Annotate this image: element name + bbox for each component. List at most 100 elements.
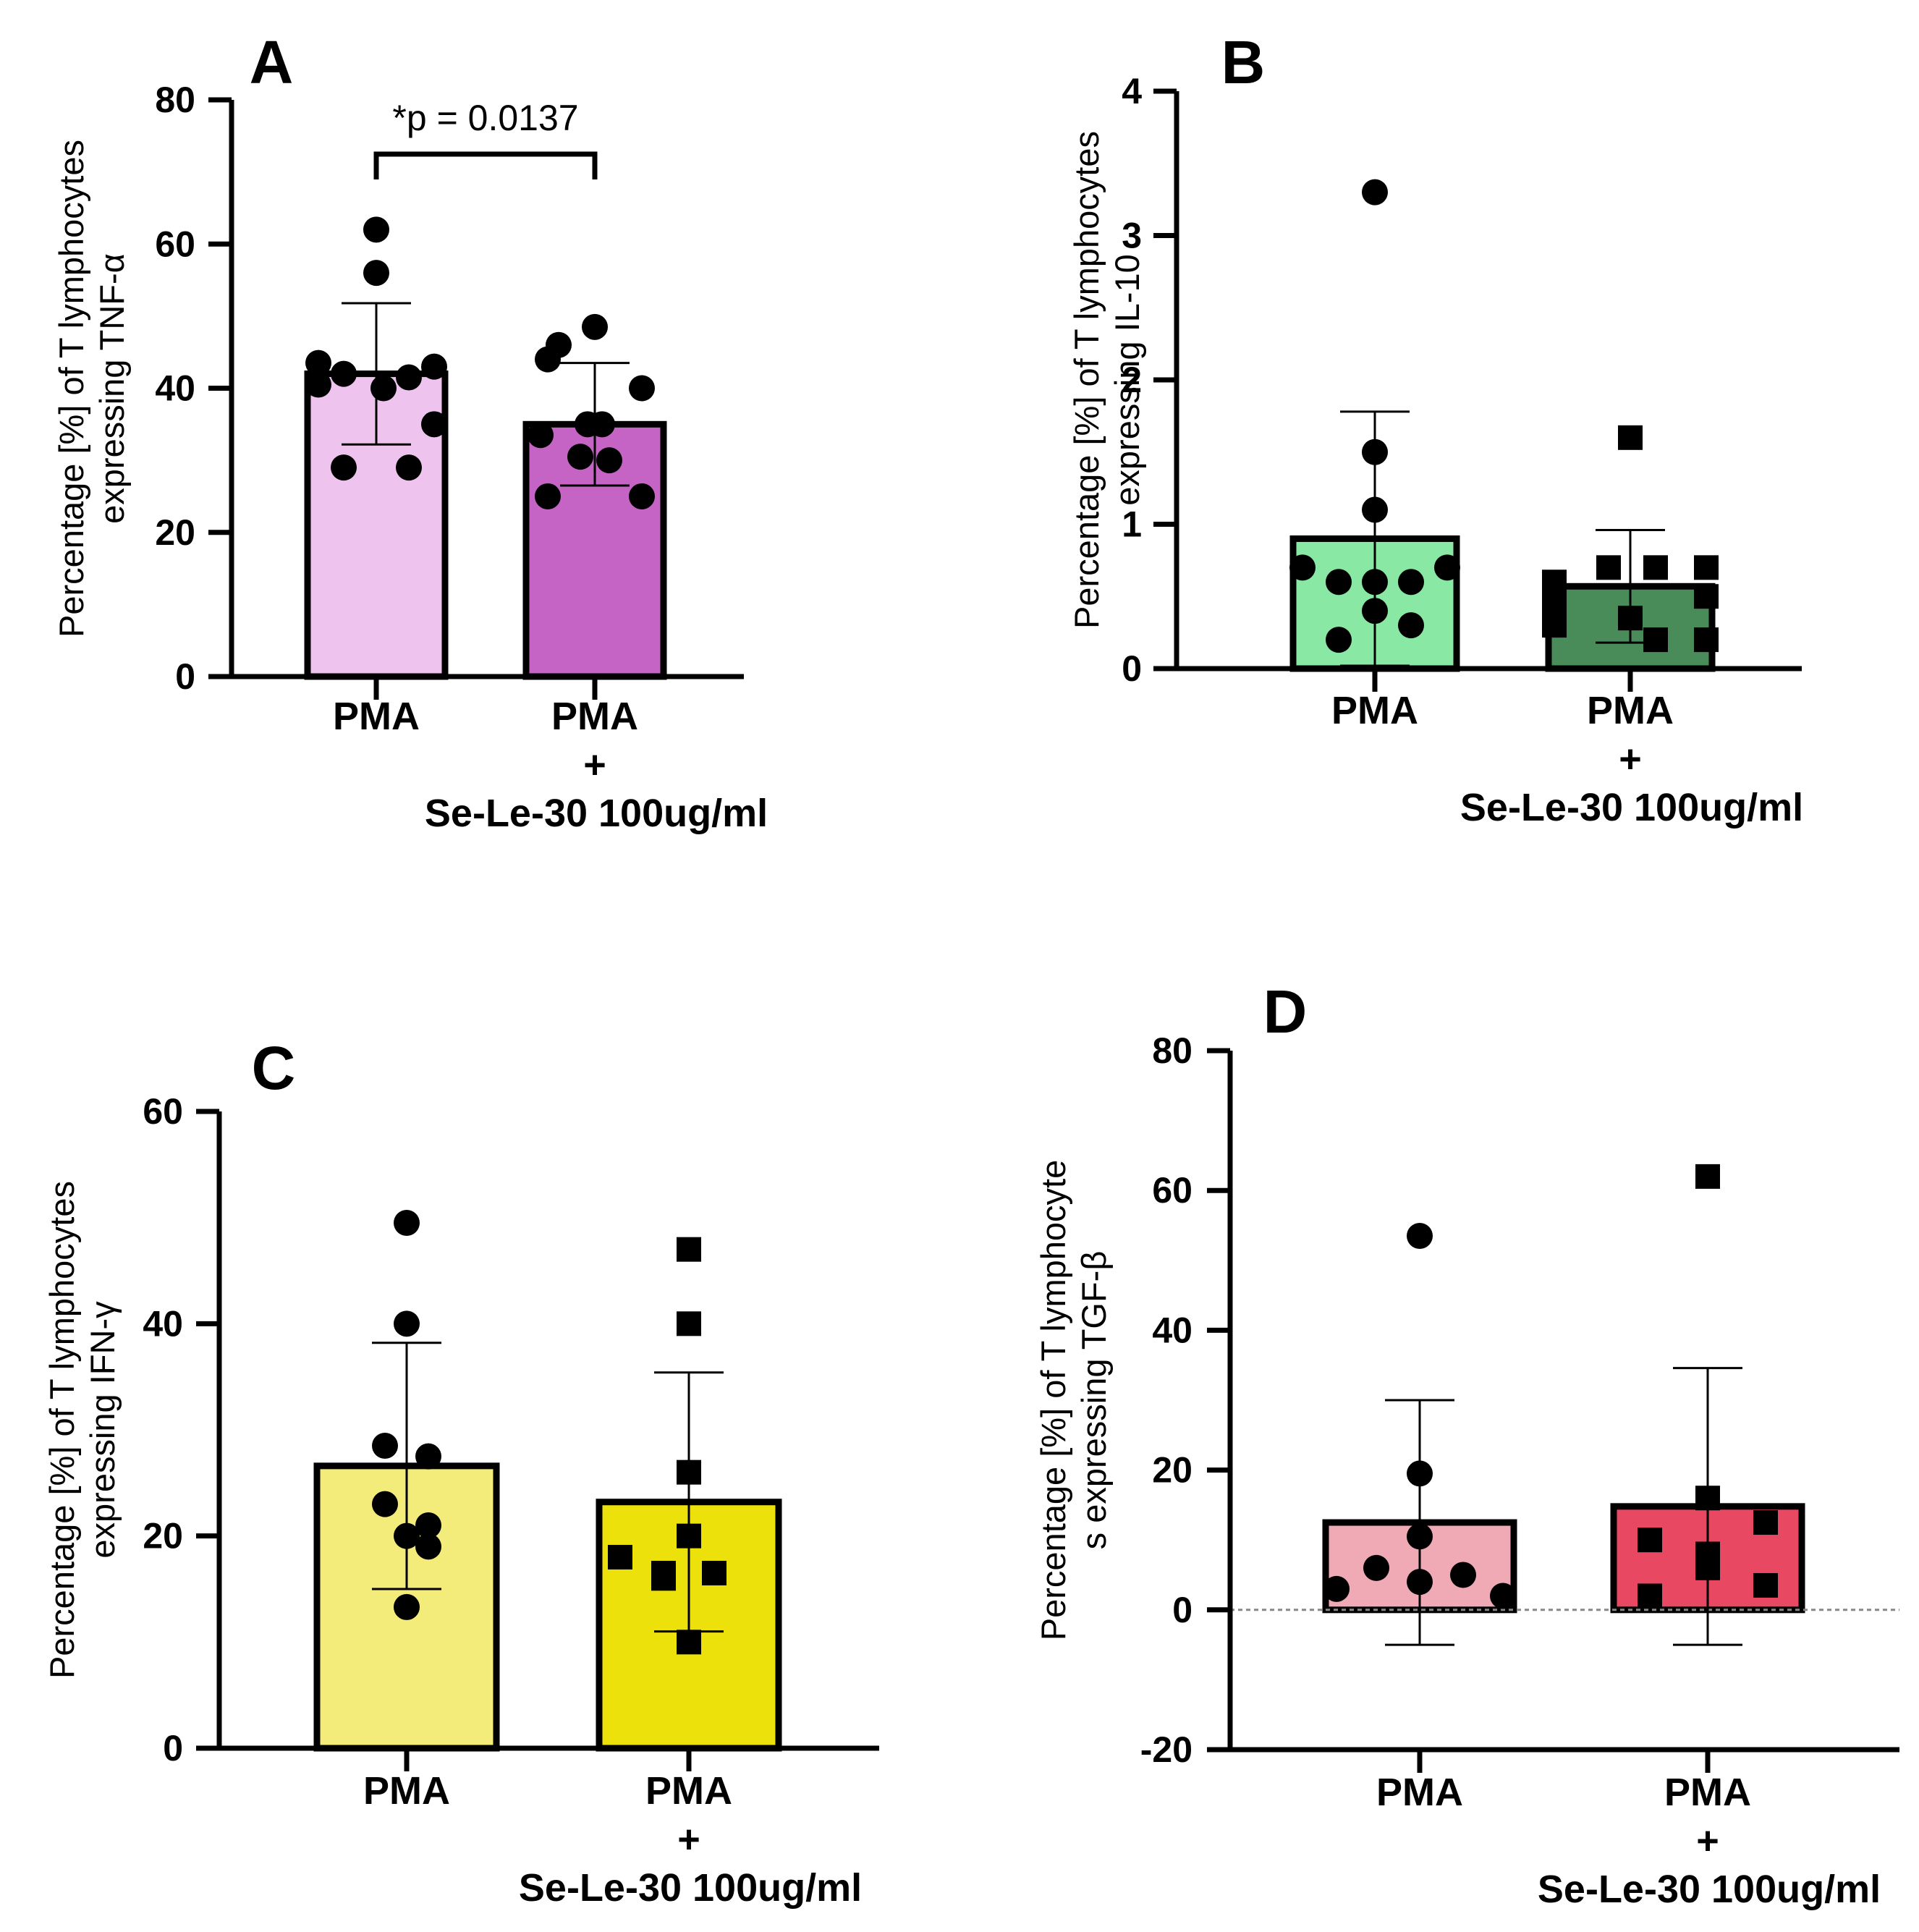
data-point — [608, 1545, 632, 1569]
data-point — [589, 411, 615, 438]
data-point — [1596, 555, 1621, 580]
panel-C: C Percentage [%] of T lymphocytesexpressi… — [43, 1034, 879, 1910]
data-point — [1434, 554, 1460, 581]
data-point — [1694, 584, 1719, 609]
data-point — [1407, 1523, 1433, 1550]
y-axis-title-line: Percentage [%] of T lymphocytes — [1067, 131, 1106, 629]
y-tick-label: 60 — [1152, 1170, 1193, 1211]
y-tick-label: 4 — [1122, 71, 1142, 111]
data-point — [1753, 1572, 1778, 1598]
data-point — [629, 483, 655, 509]
data-point — [1362, 438, 1388, 465]
y-axis-title-line: expressing IFN-γ — [83, 1301, 122, 1559]
data-point — [1638, 1528, 1662, 1553]
data-point — [396, 364, 422, 391]
y-axis-title-line: Percentage [%] of T lymphocytes — [52, 140, 90, 637]
data-point — [305, 349, 331, 376]
data-point — [1694, 555, 1719, 580]
data-point — [421, 353, 447, 380]
x-tick-label: PMA — [1587, 689, 1674, 732]
data-point — [1289, 554, 1316, 581]
data-point — [415, 1533, 441, 1560]
data-point — [1398, 569, 1424, 596]
y-tick-label: 1 — [1122, 504, 1142, 545]
y-axis-title-line: s expressing TGF-β — [1075, 1251, 1113, 1550]
y-tick-label: 40 — [155, 368, 195, 409]
data-point — [1695, 1555, 1720, 1580]
significance-bracket — [373, 151, 598, 179]
data-point — [1638, 1583, 1662, 1609]
data-point — [363, 260, 389, 287]
x-tick-label: + — [1619, 737, 1642, 781]
data-point — [394, 1522, 420, 1549]
data-point — [415, 1443, 441, 1470]
data-point — [372, 1433, 398, 1459]
data-point — [1323, 1575, 1350, 1602]
y-axis-title: Percentage [%] of T lymphocytesexpressin… — [52, 140, 131, 637]
data-point — [1398, 612, 1424, 639]
data-point — [1753, 1510, 1778, 1535]
data-point — [331, 454, 357, 481]
data-point — [1363, 1554, 1389, 1581]
data-point — [1407, 1460, 1433, 1487]
y-axis-title: Percentage [%] of T lymphocytes expressi… — [1034, 1160, 1113, 1640]
panel-letter: A — [250, 28, 294, 96]
data-point — [396, 454, 422, 481]
data-point — [394, 1210, 420, 1236]
y-axis-title-line: Percentage [%] of T lymphocytes — [43, 1181, 81, 1679]
data-point — [1695, 1486, 1720, 1511]
panel-letter: B — [1221, 28, 1266, 96]
data-point — [582, 313, 608, 340]
x-tick-label: PMA — [551, 695, 638, 738]
data-point — [363, 216, 389, 243]
data-point — [677, 1237, 701, 1262]
y-tick-label: 60 — [155, 224, 195, 264]
panel-letter: D — [1263, 978, 1308, 1046]
data-point — [677, 1523, 701, 1548]
data-point — [1542, 569, 1567, 595]
y-tick-label: 20 — [143, 1516, 183, 1556]
data-point — [1407, 1569, 1433, 1596]
data-point — [1362, 598, 1388, 624]
x-tick-label: PMA — [1331, 689, 1418, 732]
x-tick-label: Se-Le-30 100ug/ml — [1538, 1868, 1881, 1911]
data-point — [1450, 1562, 1476, 1588]
y-tick-label: 40 — [143, 1303, 183, 1344]
x-tick-label: PMA — [333, 695, 420, 738]
x-tick-label: + — [1696, 1819, 1719, 1863]
data-point — [305, 371, 331, 398]
x-tick-label: + — [583, 743, 606, 787]
data-point — [1542, 591, 1567, 617]
x-tick-label: PMA — [645, 1769, 732, 1813]
significance-label: *p = 0.0137 — [392, 98, 578, 138]
data-point — [394, 1310, 420, 1337]
y-tick-label: 80 — [1152, 1030, 1193, 1071]
data-point — [1618, 425, 1643, 450]
y-axis-title-line: expressing TNF-α — [93, 253, 131, 524]
data-point — [702, 1561, 726, 1585]
y-tick-label: 40 — [1152, 1310, 1193, 1350]
data-point — [415, 1512, 441, 1538]
x-tick-label: PMA — [1664, 1771, 1751, 1814]
data-point — [1695, 1164, 1720, 1189]
data-point — [1490, 1583, 1516, 1609]
y-axis-title: Percentage [%] of T lymphocytesexpressin… — [1067, 131, 1146, 629]
x-tick-label: + — [677, 1818, 700, 1861]
data-point — [1362, 179, 1388, 206]
data-point — [1362, 569, 1388, 596]
data-point — [528, 422, 554, 449]
panel-D: D Percentage [%] of T lymphocytes express… — [1034, 978, 1899, 1911]
y-axis-title: Percentage [%] of T lymphocytesexpressin… — [43, 1181, 122, 1679]
data-point — [370, 375, 397, 402]
panel-A: A Percentage [%] of T lymphocytesexpressi… — [52, 28, 768, 835]
data-point — [651, 1566, 676, 1591]
y-axis-title-line: expressing IL-10 — [1108, 254, 1146, 505]
data-point — [421, 411, 447, 438]
data-point — [677, 1311, 701, 1336]
y-tick-label: -20 — [1140, 1729, 1193, 1770]
data-point — [1643, 627, 1668, 653]
data-point — [1618, 606, 1643, 631]
x-tick-label: PMA — [1376, 1771, 1463, 1814]
data-point — [1643, 555, 1668, 580]
data-point — [677, 1630, 701, 1655]
